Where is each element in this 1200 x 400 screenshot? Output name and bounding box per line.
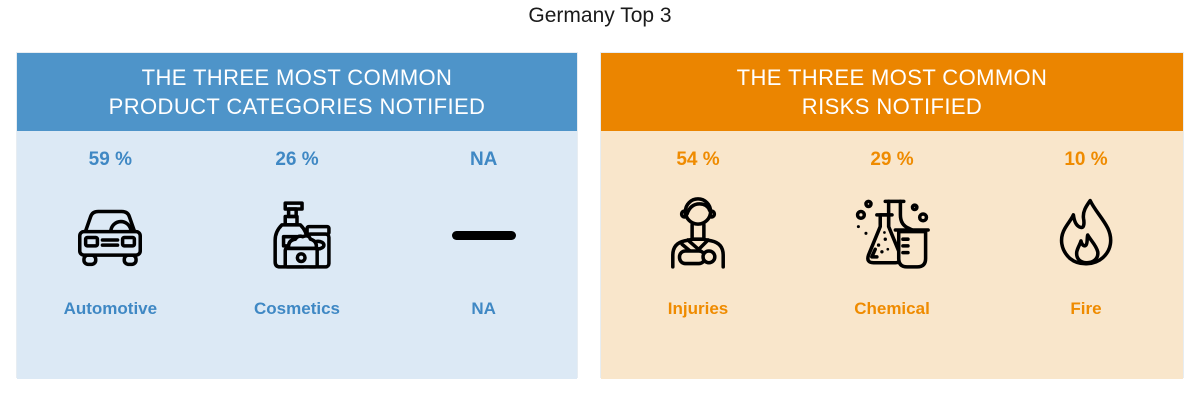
percent-value: 10 % xyxy=(1064,149,1108,170)
na-dash-icon xyxy=(451,181,516,289)
header-line-2: RISKS NOTIFIED xyxy=(801,94,983,119)
header-line-2: PRODUCT CATEGORIES NOTIFIED xyxy=(108,94,486,119)
risks-body: 54 % Injuries xyxy=(601,131,1183,379)
item-label: Injuries xyxy=(667,299,729,318)
risks-header: THE THREE MOST COMMON RISKS NOTIFIED xyxy=(601,53,1183,131)
item-label: NA xyxy=(471,299,496,318)
percent-value: 29 % xyxy=(870,149,914,170)
percent-value: 26 % xyxy=(275,149,319,170)
percent-value: NA xyxy=(469,149,498,170)
cosmetics-icon xyxy=(255,181,339,289)
category-item-na: NA NA xyxy=(390,131,577,379)
header-line-1: THE THREE MOST COMMON xyxy=(736,65,1048,90)
product-categories-header: THE THREE MOST COMMON PRODUCT CATEGORIES… xyxy=(17,53,577,131)
injured-person-icon xyxy=(656,181,740,289)
product-categories-panel: THE THREE MOST COMMON PRODUCT CATEGORIES… xyxy=(16,52,578,379)
item-label: Fire xyxy=(1070,299,1102,318)
chemical-flasks-icon xyxy=(850,181,934,289)
na-dash xyxy=(451,230,516,240)
product-categories-body: 59 % Automotive 26 % xyxy=(17,131,577,379)
header-line-1: THE THREE MOST COMMON xyxy=(141,65,453,90)
car-icon xyxy=(68,181,152,289)
category-item-automotive: 59 % Automotive xyxy=(17,131,204,379)
percent-value: 54 % xyxy=(676,149,720,170)
risk-item-fire: 10 % Fire xyxy=(989,131,1183,379)
risk-item-chemical: 29 % xyxy=(795,131,989,379)
risks-panel: THE THREE MOST COMMON RISKS NOTIFIED 54 … xyxy=(600,52,1184,379)
category-item-cosmetics: 26 % Cosm xyxy=(204,131,391,379)
page-title: Germany Top 3 xyxy=(528,4,672,27)
item-label: Chemical xyxy=(854,299,930,318)
item-label: Automotive xyxy=(63,299,158,318)
fire-icon xyxy=(1044,181,1128,289)
item-label: Cosmetics xyxy=(254,299,340,318)
percent-value: 59 % xyxy=(88,149,132,170)
risk-item-injuries: 54 % Injuries xyxy=(601,131,795,379)
